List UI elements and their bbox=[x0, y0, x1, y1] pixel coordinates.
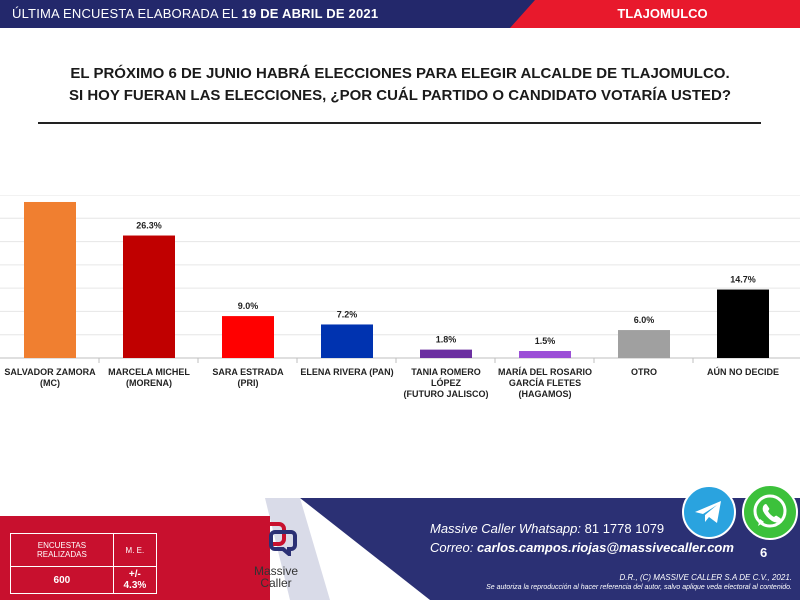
category-label: TANIA ROMERO LÓPEZ (FUTURO JALISCO) bbox=[403, 367, 489, 399]
header-location-band bbox=[510, 0, 800, 28]
header-prefix: ÚLTIMA ENCUESTA ELABORADA EL bbox=[12, 6, 238, 21]
whatsapp-icon bbox=[742, 484, 798, 540]
question-line-1: EL PRÓXIMO 6 DE JUNIO HABRÁ ELECCIONES P… bbox=[70, 65, 730, 82]
vote-intention-bar-chart: 33.5% 26.3% 9.0% 7.2% 1.8% 1.5% 6.0% 14.7% bbox=[0, 195, 800, 363]
email-address: carlos.campos.riojas@massivecaller.com bbox=[476, 540, 734, 555]
stats-value-margin: +/- 4.3% bbox=[112, 566, 158, 594]
category-label: AÚN NO DECIDE bbox=[706, 367, 779, 377]
survey-question: EL PRÓXIMO 6 DE JUNIO HABRÁ ELECCIONES P… bbox=[40, 63, 760, 107]
category-label: ELENA RIVERA (PAN) bbox=[300, 367, 394, 377]
bar-value-label: 26.3% bbox=[136, 221, 162, 231]
survey-stats-table: ENCUESTAS REALIZADAS M. E. 600 +/- 4.3% bbox=[10, 533, 158, 594]
category-label: SARA ESTRADA (PRI) bbox=[212, 367, 284, 388]
massive-caller-logo: Massive Caller bbox=[246, 520, 306, 594]
stats-value-surveys: 600 bbox=[10, 566, 114, 594]
bar-value-label: 6.0% bbox=[634, 315, 655, 325]
telegram-icon bbox=[682, 485, 736, 539]
legal-notice: Se autoriza la reproducción al hacer ref… bbox=[486, 584, 792, 591]
bar-7 bbox=[618, 330, 670, 358]
whatsapp-contact: Massive Caller Whatsapp: 81 1778 1079 bbox=[430, 521, 664, 536]
header-date: 19 DE ABRIL DE 2021 bbox=[241, 6, 379, 21]
bar-value-label: 7.2% bbox=[337, 309, 358, 319]
copyright-notice: D.R., (C) MASSIVE CALLER S.A DE C.V., 20… bbox=[619, 573, 793, 582]
whatsapp-number: 81 1778 1079 bbox=[584, 521, 665, 536]
bar-4 bbox=[321, 324, 373, 358]
bar-value-label: 9.0% bbox=[238, 301, 259, 311]
whatsapp-label: Massive Caller Whatsapp: bbox=[430, 521, 581, 536]
header-survey-date: ÚLTIMA ENCUESTA ELABORADA EL 19 DE ABRIL… bbox=[12, 6, 378, 21]
bar-8 bbox=[717, 289, 769, 358]
page-number: 6 bbox=[760, 545, 768, 560]
stats-header-surveys: ENCUESTAS REALIZADAS bbox=[10, 533, 114, 567]
chat-bubbles-icon bbox=[252, 522, 297, 559]
email-contact: Correo: carlos.campos.riojas@massivecall… bbox=[430, 540, 734, 555]
bar-value-label: 1.8% bbox=[436, 335, 457, 345]
category-label: MARCELA MICHEL (MORENA) bbox=[108, 367, 190, 388]
logo-text-line-2: Caller bbox=[260, 576, 292, 590]
telegram-plane-icon bbox=[695, 501, 721, 523]
bar-6 bbox=[519, 351, 571, 358]
question-line-2: SI HOY FUERAN LAS ELECCIONES, ¿POR CUÁL … bbox=[69, 87, 731, 104]
bar-value-label: 33.5% bbox=[37, 195, 63, 197]
logo-text-line-1: Massive bbox=[253, 564, 298, 578]
category-label: SALVADOR ZAMORA (MC) bbox=[4, 367, 96, 388]
bar-3 bbox=[222, 316, 274, 358]
bar-5 bbox=[420, 349, 472, 358]
header-location: TLAJOMULCO bbox=[617, 6, 708, 21]
category-label: MARÍA DEL ROSARIO GARCÍA FLETES (HAGAMOS) bbox=[498, 367, 593, 399]
bar-2 bbox=[123, 235, 175, 358]
whatsapp-phone-icon bbox=[753, 494, 787, 528]
bar-value-label: 1.5% bbox=[535, 336, 556, 346]
question-rule bbox=[38, 122, 761, 124]
bar-value-label: 14.7% bbox=[730, 275, 756, 285]
header-divider bbox=[0, 28, 800, 30]
email-label: Correo: bbox=[430, 540, 474, 555]
stats-header-margin: M. E. bbox=[112, 533, 158, 567]
category-label: OTRO bbox=[631, 367, 657, 377]
bar-1 bbox=[24, 201, 76, 358]
